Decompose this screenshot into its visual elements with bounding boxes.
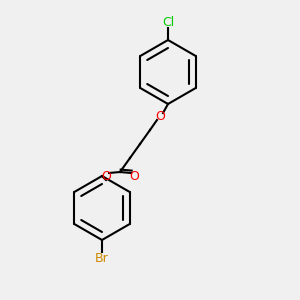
- Text: O: O: [155, 110, 165, 122]
- Text: O: O: [101, 169, 111, 182]
- Text: O: O: [129, 169, 139, 182]
- Text: Cl: Cl: [162, 16, 174, 29]
- Text: Br: Br: [95, 251, 109, 265]
